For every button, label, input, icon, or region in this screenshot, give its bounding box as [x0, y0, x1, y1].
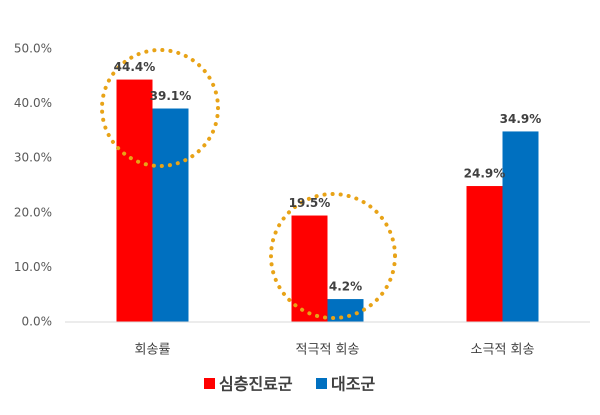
highlight-circle — [100, 48, 220, 168]
y-tick-label: 40.0% — [14, 96, 52, 110]
value-label: 24.9% — [464, 167, 506, 181]
legend-swatch — [204, 378, 215, 389]
value-label: 4.2% — [329, 280, 362, 294]
legend-label: 심층진료군 — [219, 375, 293, 394]
legend-label: 대조군 — [331, 375, 375, 394]
bar — [152, 108, 189, 322]
bar — [116, 79, 153, 323]
y-tick-label: 50.0% — [14, 42, 52, 56]
value-label: 19.5% — [289, 196, 331, 210]
y-tick-label: 10.0% — [14, 260, 52, 274]
legend-swatch — [316, 378, 327, 389]
value-label: 39.1% — [150, 89, 192, 103]
y-tick-label: 20.0% — [14, 205, 52, 219]
highlight-circle — [269, 192, 397, 320]
bar — [327, 299, 364, 322]
value-label: 34.9% — [500, 112, 542, 126]
bar — [466, 186, 503, 322]
y-tick-label: 0.0% — [22, 315, 53, 329]
x-tick-label: 적극적 회송 — [296, 343, 360, 358]
x-tick-label: 회송률 — [135, 343, 171, 358]
x-tick-label: 소극적 회송 — [471, 343, 535, 358]
bar — [502, 131, 539, 322]
y-tick-label: 30.0% — [14, 151, 52, 165]
bar — [291, 215, 328, 322]
value-label: 44.4% — [114, 60, 156, 74]
